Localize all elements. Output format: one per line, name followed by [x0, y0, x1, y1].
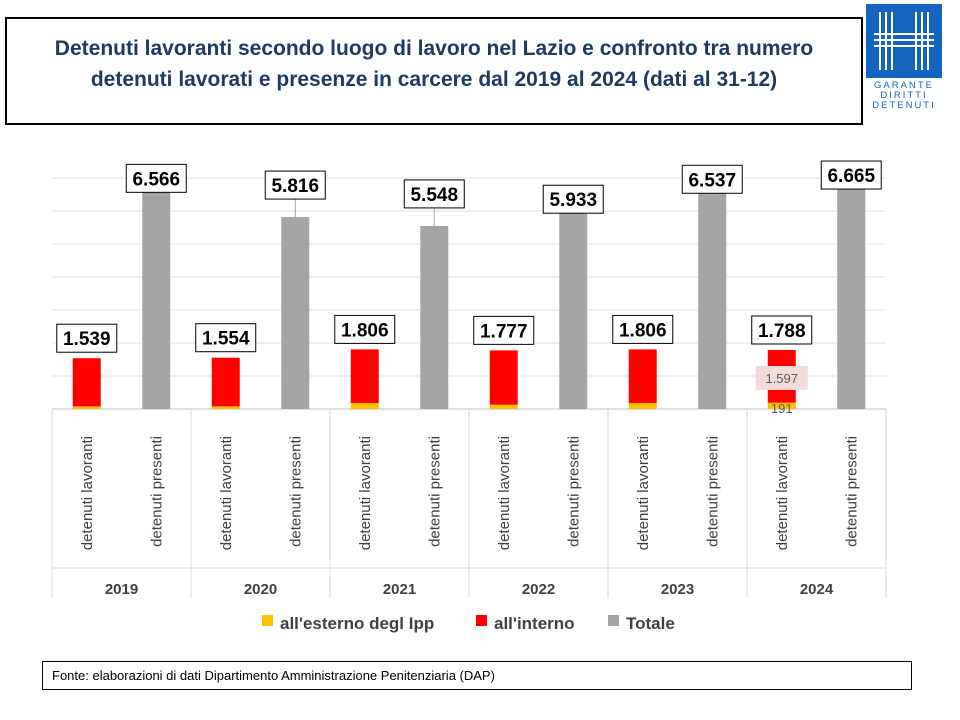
label-lavoranti-2024: 1.788 — [758, 321, 806, 342]
label-lavoranti-2021: 1.806 — [341, 320, 389, 341]
logo-text-line-3: DETENUTI — [872, 100, 936, 111]
category-label-lavoranti: detenuti lavoranti — [635, 436, 652, 550]
label-presenti-2019: 6.566 — [132, 169, 180, 190]
label-presenti-2020: 5.816 — [271, 176, 319, 197]
bar-esterno-2019 — [72, 406, 101, 409]
chart-title-line-2: detenuti lavorati e presenze in carcere … — [90, 68, 778, 91]
label-lavoranti-2024-box — [751, 315, 813, 345]
legend-label-1: all'interno — [494, 614, 575, 633]
segment-label-esterno-2024: 191 — [771, 401, 793, 416]
logo-emblem — [866, 4, 942, 78]
bar-esterno-2024 — [767, 402, 796, 409]
legend-swatch-2 — [608, 615, 619, 626]
source-box: Fonte: elaborazioni di dati Dipartimento… — [42, 661, 912, 690]
label-lavoranti-2023-box — [612, 314, 674, 344]
bar-esterno-2023 — [628, 403, 657, 409]
bar-totale-2024 — [837, 189, 866, 409]
year-label-2019: 2019 — [105, 581, 138, 598]
category-label-lavoranti: detenuti lavoranti — [774, 436, 791, 550]
year-label-2022: 2022 — [522, 581, 555, 598]
bar-chart: 1.539 6.566 detenuti lavoranti detenuti pre… — [51, 160, 887, 633]
label-presenti-2023: 6.537 — [688, 170, 736, 191]
category-label-lavoranti: detenuti lavoranti — [357, 436, 374, 550]
legend-label-2: Totale — [626, 614, 675, 633]
category-label-lavoranti: detenuti lavoranti — [496, 436, 513, 550]
bar-esterno-2022 — [489, 404, 518, 409]
category-label-presenti: detenuti presenti — [704, 436, 721, 547]
label-presenti-2021: 5.548 — [410, 185, 458, 206]
category-label-lavoranti: detenuti lavoranti — [218, 436, 235, 550]
bar-interno-2023 — [628, 349, 657, 404]
label-lavoranti-2019: 1.539 — [63, 329, 111, 350]
category-label-presenti: detenuti presenti — [426, 436, 443, 547]
label-presenti-2021-box — [403, 179, 465, 209]
legend-swatch-1 — [476, 615, 487, 626]
bar-interno-2022 — [489, 350, 518, 405]
label-presenti-2024-box — [820, 160, 882, 190]
bar-interno-2020 — [211, 357, 240, 407]
logo-text-line-2: DIRITTI — [880, 90, 928, 101]
label-lavoranti-2020-box — [195, 323, 257, 353]
label-presenti-2022: 5.933 — [549, 190, 597, 211]
segment-label-interno-2024: 1.597 — [765, 371, 798, 386]
category-label-lavoranti: detenuti lavoranti — [79, 436, 96, 550]
bar-totale-2023 — [698, 193, 727, 409]
legend-label-0: all'esterno degl Ipp — [280, 614, 434, 633]
bar-totale-2019 — [142, 192, 171, 409]
year-label-2024: 2024 — [800, 581, 834, 598]
category-label-presenti: detenuti presenti — [287, 436, 304, 547]
logo-text-line-1: GARANTE — [874, 80, 934, 91]
segment-label-interno-box — [755, 366, 808, 390]
year-label-2021: 2021 — [383, 581, 416, 598]
bar-totale-2021 — [420, 225, 449, 409]
chart-title: Detenuti lavoranti secondo luogo di lavo… — [7, 33, 861, 95]
category-label-presenti: detenuti presenti — [843, 436, 860, 547]
bar-totale-2020 — [281, 217, 310, 409]
legend-swatch-0 — [262, 615, 273, 626]
year-label-2023: 2023 — [661, 581, 694, 598]
bar-esterno-2020 — [211, 406, 240, 409]
label-lavoranti-2022: 1.777 — [480, 321, 528, 342]
chart-title-box: Detenuti lavoranti secondo luogo di lavo… — [5, 17, 863, 125]
label-presenti-2019-box — [125, 163, 187, 193]
category-label-presenti: detenuti presenti — [565, 436, 582, 547]
label-lavoranti-2021-box — [334, 314, 396, 344]
garante-logo: GARANTE DIRITTI DETENUTI — [866, 4, 942, 111]
chart-title-line-1: Detenuti lavoranti secondo luogo di lavo… — [54, 37, 814, 60]
category-label-presenti: detenuti presenti — [148, 436, 165, 547]
label-lavoranti-2022-box — [473, 315, 535, 345]
label-lavoranti-2019-box — [56, 323, 118, 353]
label-presenti-2023-box — [681, 164, 743, 194]
bar-interno-2019 — [72, 358, 101, 407]
label-presenti-2022-box — [542, 184, 604, 214]
label-lavoranti-2023: 1.806 — [619, 320, 667, 341]
label-presenti-2024: 6.665 — [827, 166, 875, 187]
year-label-2020: 2020 — [244, 581, 277, 598]
bar-esterno-2021 — [350, 403, 379, 409]
label-presenti-2020-box — [264, 170, 326, 200]
source-note: Fonte: elaborazioni di dati Dipartimento… — [52, 668, 495, 683]
label-lavoranti-2020: 1.554 — [202, 329, 250, 350]
bar-interno-2021 — [350, 349, 379, 404]
bar-totale-2022 — [559, 213, 588, 409]
